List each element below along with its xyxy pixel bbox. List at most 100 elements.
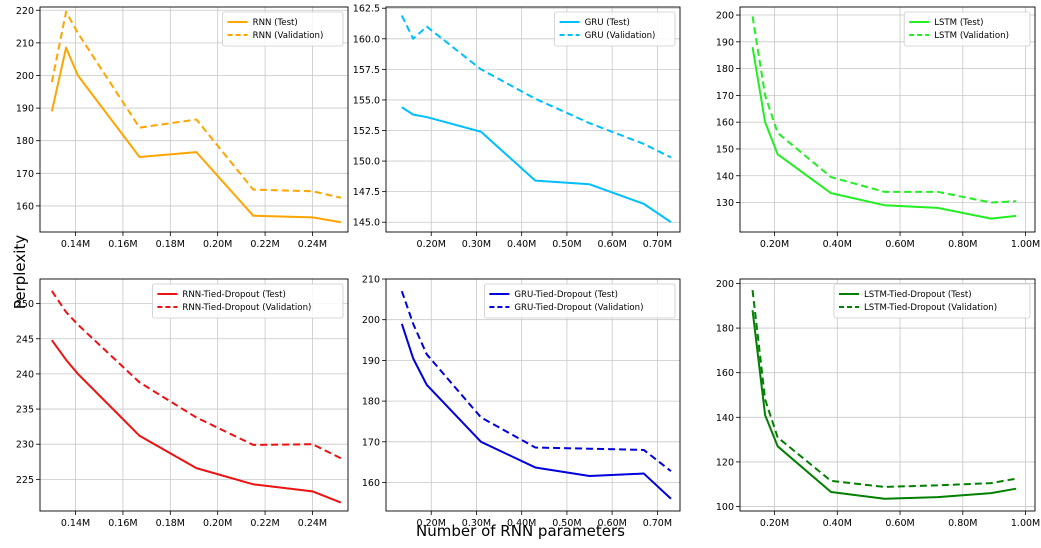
x-tick-label: 0.20M: [760, 239, 789, 250]
series-line-validation: [50, 10, 342, 199]
y-tick-label: 200: [16, 71, 34, 82]
x-tick-label: 0.18M: [156, 239, 185, 250]
x-tick-label: 0.20M: [203, 239, 232, 250]
y-tick-label: 147.5: [353, 187, 380, 198]
y-tick-label: 140: [716, 171, 734, 182]
x-tick-label: 0.40M: [507, 239, 536, 250]
y-tick-label: 190: [362, 356, 380, 367]
x-tick-label: 1.00M: [1011, 239, 1040, 250]
x-tick-label: 0.30M: [462, 239, 491, 250]
x-tick-label: 0.70M: [643, 518, 672, 529]
series-line-validation: [751, 290, 1017, 488]
y-tick-label: 200: [362, 315, 380, 326]
x-tick-label: 0.30M: [462, 518, 491, 529]
y-tick-label: 155.0: [353, 95, 380, 106]
plot-frame: [385, 278, 681, 512]
plot-frame: [739, 6, 1036, 233]
y-tick-label: 157.5: [353, 65, 380, 76]
y-tick-label: 170: [16, 169, 34, 180]
y-tick-label: 245: [16, 334, 34, 345]
x-tick-label: 1.00M: [1011, 518, 1040, 529]
y-tick-label: 162.5: [353, 4, 380, 15]
legend-box: [903, 11, 1031, 47]
y-tick-label: 200: [716, 11, 734, 22]
plot-frame: [739, 278, 1036, 512]
chart-panel-5: 0.20M 0.30M 0.40M 0.50M 0.60M 0.70M 160 170 180 1…: [362, 275, 681, 529]
x-tick-label: 0.20M: [417, 518, 446, 529]
y-tick-label: 160: [362, 478, 380, 489]
x-tick-label: 0.60M: [885, 239, 914, 250]
y-tick-label: 130: [716, 198, 734, 209]
y-tick-label: 140: [716, 413, 734, 424]
x-tick-label: 0.80M: [948, 239, 977, 250]
legend-label: RNN-Tied-Dropout (Test): [182, 290, 285, 300]
y-tick-label: 230: [16, 440, 34, 451]
y-tick-label: 210: [16, 38, 34, 49]
x-tick-label: 0.18M: [156, 518, 185, 529]
series-line-validation: [751, 16, 1017, 204]
y-tick-label: 180: [16, 136, 34, 147]
chart-panel-1: 0.14M 0.16M 0.18M 0.20M 0.22M 0.24M 160 170 180 1…: [16, 6, 349, 250]
y-tick-label: 152.5: [353, 126, 380, 137]
y-tick-label: 225: [16, 475, 34, 486]
legend-box: [151, 283, 344, 319]
x-tick-label: 0.40M: [823, 518, 852, 529]
x-tick-label: 0.50M: [552, 518, 581, 529]
y-tick-label: 120: [716, 457, 734, 468]
legend-box: [554, 11, 676, 47]
y-tick-label: 170: [362, 437, 380, 448]
legend-label: RNN (Validation): [253, 31, 324, 41]
y-axis-label: Perplexity: [11, 234, 29, 310]
x-tick-label: 0.70M: [643, 239, 672, 250]
y-tick-label: 210: [362, 275, 380, 286]
x-tick-label: 0.16M: [108, 239, 137, 250]
series-line-validation: [400, 290, 672, 472]
y-tick-label: 220: [16, 6, 34, 17]
legend-label: GRU-Tied-Dropout (Test): [514, 290, 618, 300]
legend-label: LSTM-Tied-Dropout (Test): [864, 290, 972, 300]
x-tick-label: 0.50M: [552, 239, 581, 250]
y-tick-label: 160.0: [353, 34, 380, 45]
plot-frame: [39, 278, 349, 512]
series-line-validation: [400, 15, 672, 159]
series-line-test: [51, 339, 342, 504]
x-tick-label: 0.22M: [250, 518, 279, 529]
y-tick-label: 190: [716, 37, 734, 48]
y-tick-label: 160: [716, 118, 734, 129]
y-tick-label: 180: [362, 397, 380, 408]
x-tick-label: 0.60M: [597, 239, 626, 250]
y-tick-label: 150.0: [353, 157, 380, 168]
x-tick-label: 0.16M: [108, 518, 137, 529]
legend-label: LSTM-Tied-Dropout (Validation): [864, 303, 997, 313]
legend-label: RNN-Tied-Dropout (Validation): [182, 303, 311, 313]
series-line-test: [401, 106, 672, 224]
legend-label: LSTM (Test): [934, 18, 983, 28]
y-tick-label: 240: [16, 369, 34, 380]
chart-panel-2: 0.20M 0.30M 0.40M 0.50M 0.60M 0.70M 145.0 147.5…: [353, 4, 681, 250]
legend-box: [483, 283, 676, 319]
x-tick-label: 0.20M: [203, 518, 232, 529]
y-tick-label: 100: [716, 502, 734, 513]
legend-label: GRU (Validation): [585, 31, 656, 41]
y-tick-label: 190: [16, 104, 34, 115]
series-line-test: [751, 310, 1017, 500]
x-tick-label: 0.14M: [61, 518, 90, 529]
y-tick-label: 180: [716, 324, 734, 335]
x-tick-label: 0.14M: [61, 239, 90, 250]
x-tick-label: 0.60M: [885, 518, 914, 529]
plot-frame: [39, 6, 349, 233]
legend-label: GRU-Tied-Dropout (Validation): [514, 303, 643, 313]
x-tick-label: 0.40M: [507, 518, 536, 529]
x-tick-label: 0.60M: [597, 518, 626, 529]
x-tick-label: 0.20M: [760, 518, 789, 529]
y-tick-label: 200: [716, 279, 734, 290]
y-tick-label: 150: [716, 144, 734, 155]
legend-label: GRU (Test): [585, 18, 630, 28]
x-tick-label: 0.24M: [298, 239, 327, 250]
chart-panel-4: 0.14M 0.16M 0.18M 0.20M 0.22M 0.24M 225 230 235 2…: [16, 278, 349, 529]
series-line-test: [400, 323, 672, 500]
y-tick-label: 170: [716, 91, 734, 102]
x-tick-label: 0.20M: [417, 239, 446, 250]
